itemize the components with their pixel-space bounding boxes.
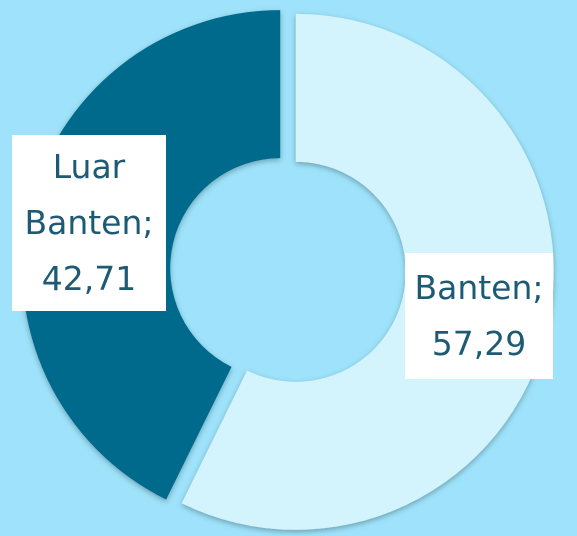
data-label: Luar Banten;42,71: [12, 135, 166, 311]
separator: ;: [532, 268, 544, 307]
category-name: Luar Banten: [24, 147, 143, 242]
label-text: Luar Banten; 42,71: [12, 139, 166, 307]
label-text: Banten; 57,29: [405, 260, 553, 372]
label-box: Luar Banten; 42,71: [12, 135, 166, 311]
donut-slice: [181, 13, 554, 530]
data-label: Banten;57,29: [405, 253, 553, 379]
label-box: Banten; 57,29: [405, 253, 553, 379]
value-label: 42,71: [41, 259, 137, 298]
separator: ;: [142, 203, 154, 242]
category-name: Banten: [414, 268, 533, 307]
value-label: 57,29: [431, 324, 527, 363]
